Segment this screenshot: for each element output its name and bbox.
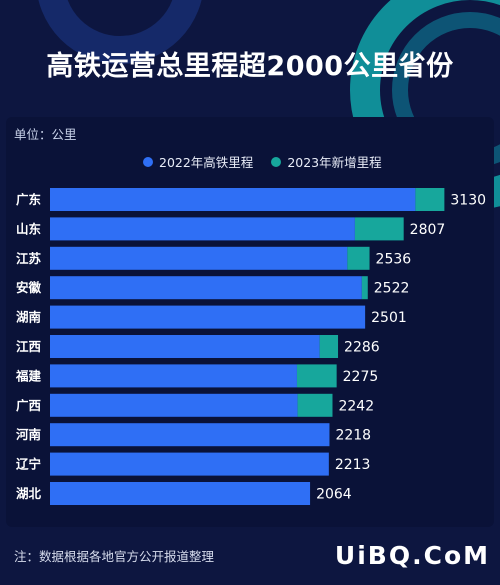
bar-2023-added <box>347 246 370 270</box>
bar-2022 <box>50 217 355 241</box>
total-value-label: 2218 <box>335 428 371 444</box>
category-label: 福建 <box>15 368 42 383</box>
legend-item-2023: 2023年新增里程 <box>271 152 382 171</box>
bar-2022 <box>50 305 366 329</box>
watermark: UiBQ.CoM <box>334 541 490 570</box>
bar-2022 <box>50 482 311 505</box>
bar-2022 <box>50 393 298 417</box>
unit-label: 单位：公里 <box>14 127 77 142</box>
total-value-label: 2286 <box>344 340 380 356</box>
category-label: 河南 <box>16 427 42 442</box>
bar-2022 <box>50 364 297 388</box>
total-value-label: 2501 <box>371 310 407 326</box>
total-value-label: 2275 <box>343 369 379 385</box>
legend-label-2022: 2022年高铁里程 <box>159 155 254 170</box>
category-label: 江西 <box>16 339 41 354</box>
bar-2022 <box>50 188 416 211</box>
bar-2022 <box>50 452 329 476</box>
bar-2022 <box>50 246 348 270</box>
legend-swatch-2023 <box>271 156 282 167</box>
bar-2022 <box>50 423 330 447</box>
category-label: 湖南 <box>16 310 42 325</box>
legend-swatch-2022 <box>143 156 153 167</box>
category-label: 江苏 <box>16 251 42 266</box>
category-label: 安徽 <box>16 280 42 295</box>
bar-2023-added <box>415 188 445 211</box>
total-value-label: 2536 <box>376 251 412 267</box>
total-value-label: 2213 <box>335 457 371 473</box>
bar-2022 <box>50 276 362 300</box>
bar-2023-added <box>319 335 339 358</box>
bar-2023-added <box>297 393 333 417</box>
legend: 2022年高铁里程 2023年新增里程 <box>143 152 382 171</box>
legend-item-2022: 2022年高铁里程 <box>143 152 253 171</box>
bar-2023-added <box>361 276 368 300</box>
bar-2022 <box>50 335 320 358</box>
total-value-label: 2242 <box>338 398 374 414</box>
total-value-label: 2064 <box>316 487 352 503</box>
bar-2023-added <box>354 217 404 241</box>
total-value-label: 2807 <box>410 222 446 238</box>
total-value-label: 3130 <box>450 193 486 209</box>
category-label: 湖北 <box>16 486 42 501</box>
bar-2023-added <box>296 364 337 388</box>
total-value-label: 2522 <box>374 281 410 297</box>
source-note: 注：数据根据各地官方公开报道整理 <box>14 549 215 564</box>
chart-title: 高铁运营总里程超2000公里省份 <box>46 51 454 82</box>
category-label: 广西 <box>16 398 41 413</box>
category-label: 广东 <box>16 192 42 207</box>
legend-label-2023: 2023年新增里程 <box>287 155 382 170</box>
category-label: 山东 <box>16 221 42 236</box>
category-label: 辽宁 <box>16 457 41 472</box>
